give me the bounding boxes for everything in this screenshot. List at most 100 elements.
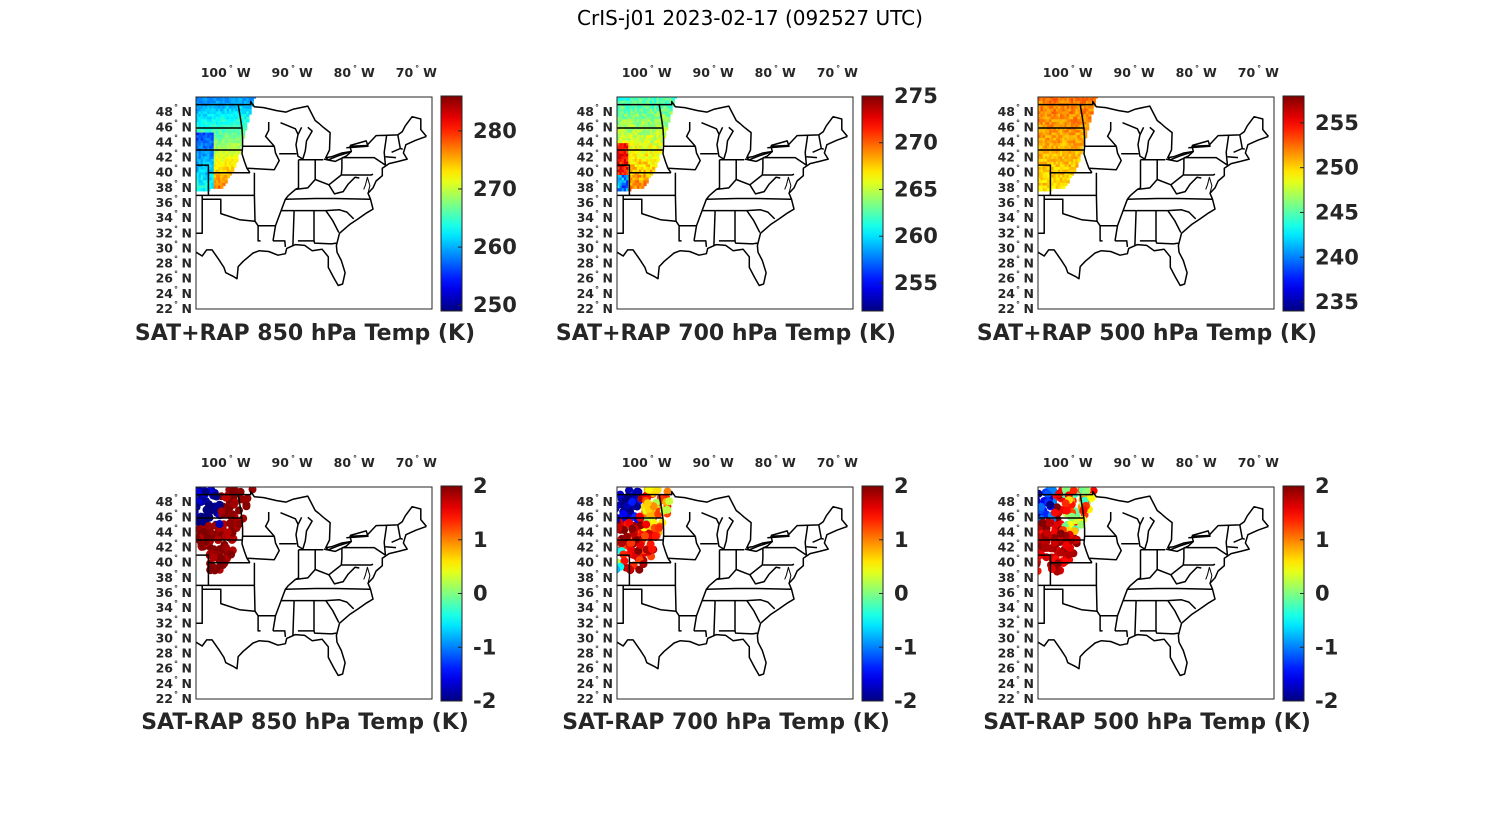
data-cell [652, 132, 656, 136]
state-boundary [1115, 240, 1129, 247]
data-cell [1073, 161, 1077, 165]
data-cell [641, 97, 645, 99]
data-cell [665, 124, 669, 128]
data-cell [233, 145, 237, 149]
data-cell [207, 108, 211, 112]
data-cell [1049, 156, 1053, 160]
lon-label: 90 [272, 455, 290, 470]
colorbar-tick-label: 245 [1315, 200, 1359, 224]
data-cell [224, 135, 228, 139]
data-cell [628, 145, 632, 149]
state-boundary [325, 210, 340, 233]
data-cell [1079, 114, 1083, 118]
data-cell [1060, 98, 1064, 102]
data-cell [1068, 100, 1072, 104]
data-cell [231, 98, 235, 102]
state-boundary [762, 563, 795, 566]
data-cell [1066, 169, 1070, 173]
data-cell [656, 124, 660, 128]
data-cell [649, 137, 654, 142]
data-cell [636, 175, 641, 179]
data-cell [205, 167, 209, 171]
data-cell [1042, 127, 1046, 131]
data-cell [634, 100, 638, 104]
state-boundary [1170, 566, 1202, 585]
data-cell [1064, 132, 1068, 136]
data-cell [1051, 151, 1055, 155]
lat-label: 40 [156, 555, 174, 570]
data-cell [1038, 111, 1042, 115]
panel-sat-rap-500: 48 ° N 46 ° N 44 ° N 42 ° N 40 ° N 38 ° N 36 ° N 34 ° N 32 ° N 30 ° N… [967, 60, 1367, 360]
data-cell [198, 119, 202, 123]
data-cell [205, 111, 209, 115]
lat-label: 36 [156, 585, 174, 600]
state-boundary [1099, 224, 1118, 242]
data-cell [1060, 122, 1064, 126]
data-cell [1070, 151, 1075, 155]
data-cell [1055, 119, 1059, 123]
data-cell [1073, 122, 1077, 126]
data-cell [244, 122, 248, 126]
data-cell [639, 129, 643, 134]
data-cell [628, 111, 632, 115]
data-cell [1042, 169, 1046, 173]
lat-hemisphere: N [182, 524, 192, 539]
data-cell [1062, 98, 1066, 102]
data-cell [1079, 145, 1083, 149]
data-cell [224, 169, 228, 173]
data-cell [246, 98, 250, 102]
data-cell [636, 177, 641, 181]
data-cell [1055, 159, 1059, 163]
data-cell [663, 127, 667, 131]
data-cell [645, 119, 649, 123]
data-point [663, 505, 672, 514]
data-cell [209, 129, 213, 134]
data-cell [1038, 145, 1042, 149]
data-cell [626, 159, 630, 163]
data-cell [213, 114, 217, 118]
data-cell [235, 140, 239, 144]
data-cell [639, 143, 643, 147]
data-cell [617, 169, 621, 173]
lat-label: 48 [577, 104, 594, 119]
geography [617, 100, 848, 287]
data-cell [1064, 156, 1068, 160]
data-cell [198, 161, 202, 165]
data-cell [630, 167, 634, 171]
data-cell [213, 132, 217, 136]
data-cell [215, 153, 220, 157]
data-cell [1040, 159, 1044, 163]
lat-label: 48 [577, 494, 594, 509]
data-cell [200, 143, 204, 147]
data-cell [645, 143, 649, 147]
data-cell [619, 135, 623, 139]
data-cell [652, 135, 656, 139]
data-cell [1084, 124, 1088, 128]
data-cell [1077, 135, 1081, 139]
data-cell [652, 151, 656, 155]
data-cell [239, 129, 243, 134]
data-cell [244, 114, 248, 118]
data-cell [654, 122, 658, 126]
data-cell [205, 114, 209, 118]
data-cell [636, 129, 641, 134]
data-cell [211, 106, 215, 110]
lat-label: 32 [156, 225, 173, 240]
data-cell [1047, 182, 1051, 187]
data-cell [211, 153, 215, 157]
state-boundary [749, 566, 781, 585]
data-cell [617, 164, 621, 168]
data-cell [222, 114, 226, 118]
data-cell [1040, 161, 1044, 165]
data-cell [621, 108, 625, 112]
data-cell [196, 169, 200, 173]
data-cell [632, 108, 636, 112]
data-point [1056, 529, 1065, 538]
data-cell [196, 164, 200, 168]
data-cell [231, 132, 235, 136]
data-cell [222, 137, 226, 142]
degree-mark: ° [1071, 64, 1075, 73]
data-cell [233, 98, 237, 102]
panel-sat-minus-rap-700: 48 ° N 46 ° N 44 ° N 42 ° N 40 ° N 38 ° N 36 ° N 34 ° N 32 ° N 30 ° N… [546, 450, 946, 750]
data-cell [248, 97, 252, 99]
